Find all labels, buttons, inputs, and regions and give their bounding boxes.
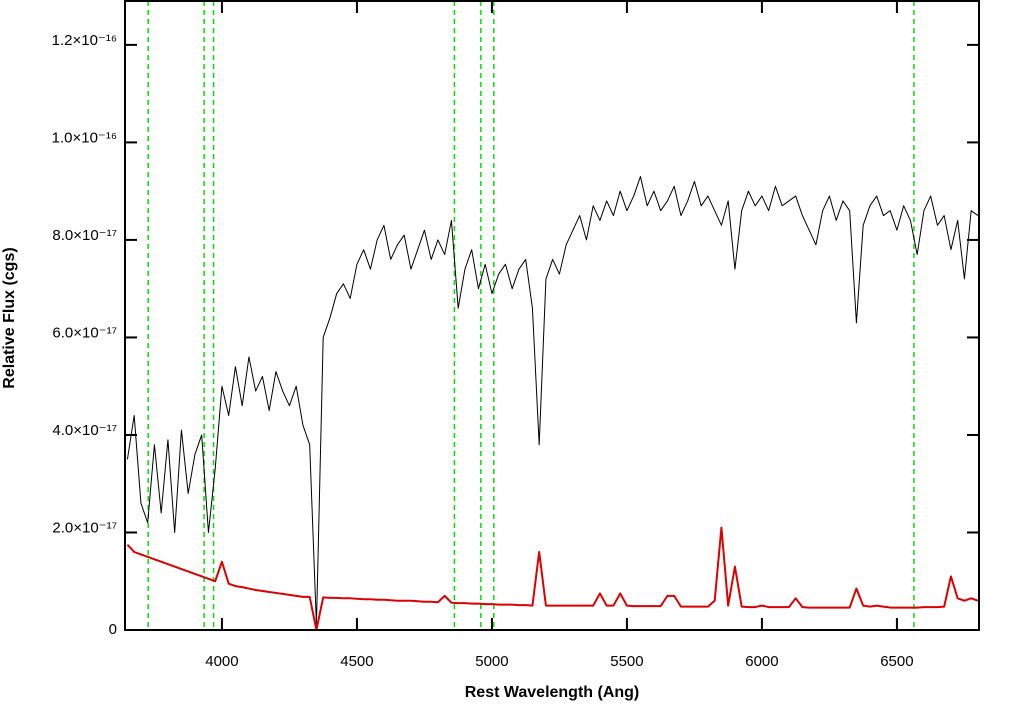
y-tick-label: 1.0×10⁻¹⁶ <box>52 129 117 146</box>
y-tick-label: 8.0×10⁻¹⁷ <box>52 227 117 244</box>
y-tick-label: 6.0×10⁻¹⁷ <box>52 324 117 341</box>
x-tick-label: 5500 <box>610 653 643 670</box>
x-tick-label: 4500 <box>340 653 373 670</box>
y-tick-label: 1.2×10⁻¹⁶ <box>52 32 117 49</box>
x-tick-label: 5000 <box>475 653 508 670</box>
spectrum-line <box>126 176 979 626</box>
x-tick-label: 6000 <box>745 653 778 670</box>
y-tick-label: 4.0×10⁻¹⁷ <box>52 422 117 439</box>
x-tick-label: 6500 <box>880 653 913 670</box>
x-axis-label: Rest Wavelength (Ang) <box>465 684 640 701</box>
y-axis-label: Relative Flux (cgs) <box>1 247 18 388</box>
x-tick-label: 4000 <box>205 653 238 670</box>
y-tick-label: 0 <box>109 621 117 638</box>
spectrum-line <box>126 526 979 630</box>
y-tick-label: 2.0×10⁻¹⁷ <box>52 519 117 536</box>
plot-frame <box>124 0 980 631</box>
